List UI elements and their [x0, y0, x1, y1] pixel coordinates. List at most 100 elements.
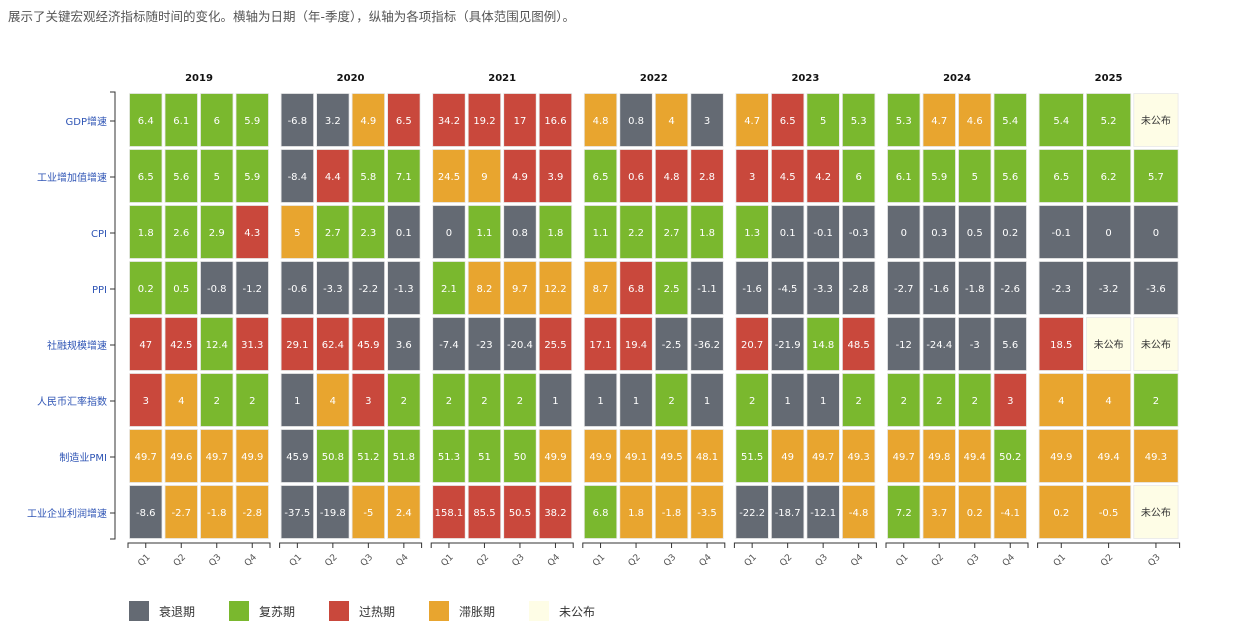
cell-value: 5.9 — [244, 116, 260, 127]
cell-value: 2.4 — [396, 508, 412, 519]
cell-value: -18.7 — [775, 508, 801, 519]
heatmap-cell — [538, 373, 573, 427]
cell-value: 20.7 — [741, 340, 763, 351]
year-label-2019: 2019 — [185, 73, 213, 84]
heatmap-cell — [387, 373, 421, 427]
cell-value: 49.3 — [848, 452, 870, 463]
heatmap-cell — [842, 93, 876, 147]
heatmap-cell — [1133, 373, 1179, 427]
year-label-2025: 2025 — [1095, 73, 1123, 84]
legend-item[interactable]: 未公布 — [529, 601, 629, 621]
heatmap-cell — [583, 317, 618, 371]
cell-value: -1.3 — [394, 284, 414, 295]
cell-value: -2.7 — [171, 508, 191, 519]
heatmap-cell — [922, 317, 956, 371]
cell-value: 5.6 — [173, 172, 189, 183]
heatmap-cell — [129, 317, 163, 371]
heatmap-cell — [503, 261, 537, 315]
heatmap-cell — [654, 261, 689, 315]
heatmap-cell — [1133, 317, 1179, 371]
cell-value: 49.7 — [206, 452, 228, 463]
y-label-7: 工业企业利润增速 — [27, 507, 107, 520]
heatmap-cell — [583, 205, 618, 259]
heatmap-cell — [619, 149, 653, 203]
heatmap-cell — [806, 429, 840, 483]
y-label-3: PPI — [92, 285, 107, 296]
cell-value: 4.8 — [593, 116, 609, 127]
heatmap-cell — [387, 149, 421, 203]
heatmap-cell — [654, 485, 689, 539]
heatmap-cell — [958, 205, 992, 259]
year-label-2023: 2023 — [791, 73, 819, 84]
heatmap-cell — [316, 373, 350, 427]
heatmap-cell — [1038, 317, 1084, 371]
heatmap-cell — [316, 149, 350, 203]
legend-item[interactable]: 滞胀期 — [429, 601, 529, 621]
legend-item[interactable]: 衰退期 — [129, 601, 229, 621]
legend-swatch — [429, 601, 449, 621]
y-label-1: 工业增加值增速 — [37, 171, 107, 184]
heatmap-cell — [316, 317, 350, 371]
cell-value: 50 — [514, 452, 527, 463]
heatmap-cell — [432, 373, 466, 427]
cell-value: 6.5 — [1053, 172, 1069, 183]
cell-value: 1.8 — [628, 508, 644, 519]
cell-value: 6.5 — [138, 172, 154, 183]
heatmap-cell — [387, 429, 421, 483]
legend-item[interactable]: 过热期 — [329, 601, 429, 621]
heatmap-cell — [922, 205, 956, 259]
cell-value: 51.8 — [393, 452, 415, 463]
heatmap-cell — [735, 485, 769, 539]
heatmap-cell — [538, 317, 573, 371]
cell-value: 2.9 — [209, 228, 225, 239]
heatmap-cell — [619, 485, 653, 539]
cell-value: -7.4 — [439, 340, 459, 351]
cell-value: 4.7 — [931, 116, 947, 127]
heatmap-cell — [993, 485, 1027, 539]
cell-value: -22.2 — [739, 508, 765, 519]
heatmap-cell — [1086, 485, 1132, 539]
cell-value: -1.6 — [929, 284, 949, 295]
cell-value: 49 — [781, 452, 794, 463]
cell-value: 5 — [214, 172, 220, 183]
heatmap-cell — [1133, 149, 1179, 203]
heatmap-cell — [280, 429, 315, 483]
cell-value: 17 — [514, 116, 527, 127]
heatmap-cell — [1038, 149, 1084, 203]
heatmap-cell — [129, 261, 163, 315]
heatmap-cell — [129, 93, 163, 147]
heatmap-cell — [1038, 261, 1084, 315]
heatmap-cell — [538, 429, 573, 483]
heatmap-cell — [432, 149, 466, 203]
legend-label: 过热期 — [359, 604, 396, 619]
heatmap-cell — [583, 149, 618, 203]
heatmap-cell — [280, 205, 315, 259]
heatmap-cell — [351, 429, 386, 483]
cell-value: -6.8 — [288, 116, 308, 127]
cell-value: 49.7 — [135, 452, 157, 463]
heatmap-cell — [235, 261, 269, 315]
cell-value: 1 — [704, 396, 710, 407]
x-label-2022-Q3: Q3 — [662, 553, 678, 569]
heatmap-cell — [771, 93, 805, 147]
legend: 衰退期 复苏期 过热期 滞胀期 未公布 — [129, 601, 629, 621]
cell-value: 0.3 — [931, 228, 947, 239]
cell-value: -5 — [363, 508, 373, 519]
cell-value: -2.7 — [894, 284, 914, 295]
heatmap-cell — [993, 261, 1027, 315]
heatmap-cell — [503, 317, 537, 371]
cell-value: 49.7 — [812, 452, 834, 463]
cell-value: 0.2 — [1053, 508, 1069, 519]
heatmap-cell — [200, 93, 234, 147]
heatmap-cell — [538, 485, 573, 539]
legend-item[interactable]: 复苏期 — [229, 601, 329, 621]
heatmap-cell — [1086, 149, 1132, 203]
heatmap-cell — [316, 485, 350, 539]
cell-value: 2 — [749, 396, 755, 407]
heatmap-cell — [503, 485, 537, 539]
cell-value: 51.3 — [438, 452, 460, 463]
heatmap-cell — [806, 485, 840, 539]
cell-value: 34.2 — [438, 116, 460, 127]
heatmap-cell — [235, 317, 269, 371]
